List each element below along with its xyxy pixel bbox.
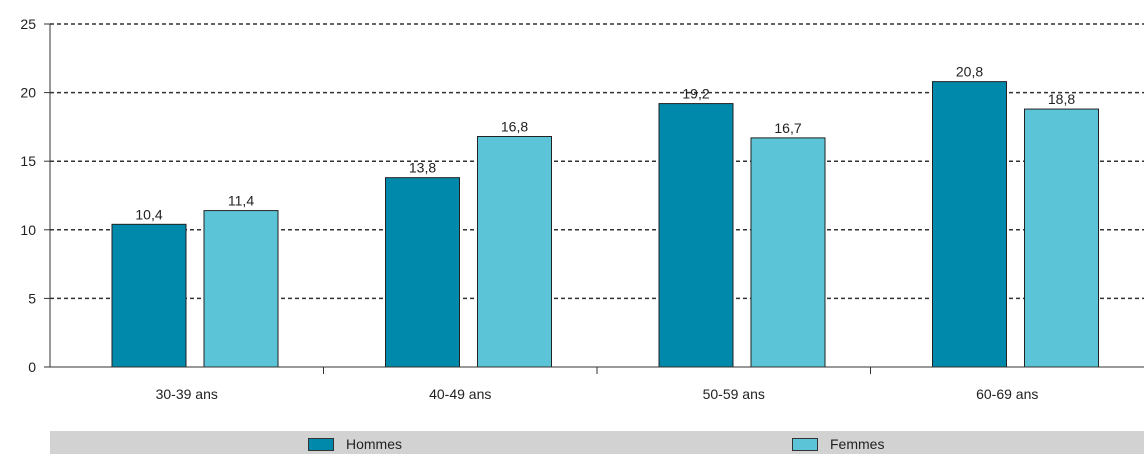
bar-hommes-3 [932,81,1007,368]
bar-femmes-2 [750,137,826,368]
bar-hommes-0 [111,223,187,368]
legend-swatch-hommes [308,437,334,451]
data-label-femmes-1: 16,8 [501,119,528,135]
legend-label-femmes: Femmes [830,436,885,452]
y-tick-label-25: 25 [20,16,36,32]
data-label-femmes-3: 18,8 [1048,91,1075,107]
bar-femmes-0 [203,210,279,368]
y-tick-label-20: 20 [20,85,36,101]
x-tick-label-0: 30-39 ans [156,386,218,402]
legend-label-hommes: Hommes [346,436,403,452]
y-tick-label-10: 10 [20,222,36,238]
data-label-hommes-3: 20,8 [956,64,983,80]
data-label-femmes-0: 11,4 [228,193,254,209]
legend-item-femmes: Femmes [792,436,884,452]
legend-item-hommes: Hommes [308,436,402,452]
bar-hommes-2 [658,103,734,368]
y-tick-label-5: 5 [28,290,36,306]
data-label-hommes-0: 10,4 [135,206,162,222]
data-label-hommes-1: 13,8 [409,160,436,176]
bars: 10,4 11,4 13,8 16,8 19,2 16,7 20,8 18,8 [111,64,1099,368]
legend: Hommes Femmes [50,431,1144,454]
x-tick-label-3: 60-69 ans [976,386,1038,402]
bar-hommes-1 [385,177,460,368]
y-tick-label-15: 15 [20,153,36,169]
legend-swatch-femmes [792,437,818,451]
x-axis: 30-39 ans 40-49 ans 50-59 ans 60-69 ans [50,366,1144,402]
data-label-femmes-2: 16,7 [774,120,801,136]
data-label-hommes-2: 19,2 [682,86,709,102]
bar-femmes-3 [1024,108,1099,368]
x-tick-label-2: 50-59 ans [703,386,765,402]
y-axis: 0 5 10 15 20 25 [20,16,51,375]
x-tick-label-1: 40-49 ans [429,386,491,402]
y-tick-label-0: 0 [28,359,36,375]
bar-femmes-1 [477,136,552,368]
